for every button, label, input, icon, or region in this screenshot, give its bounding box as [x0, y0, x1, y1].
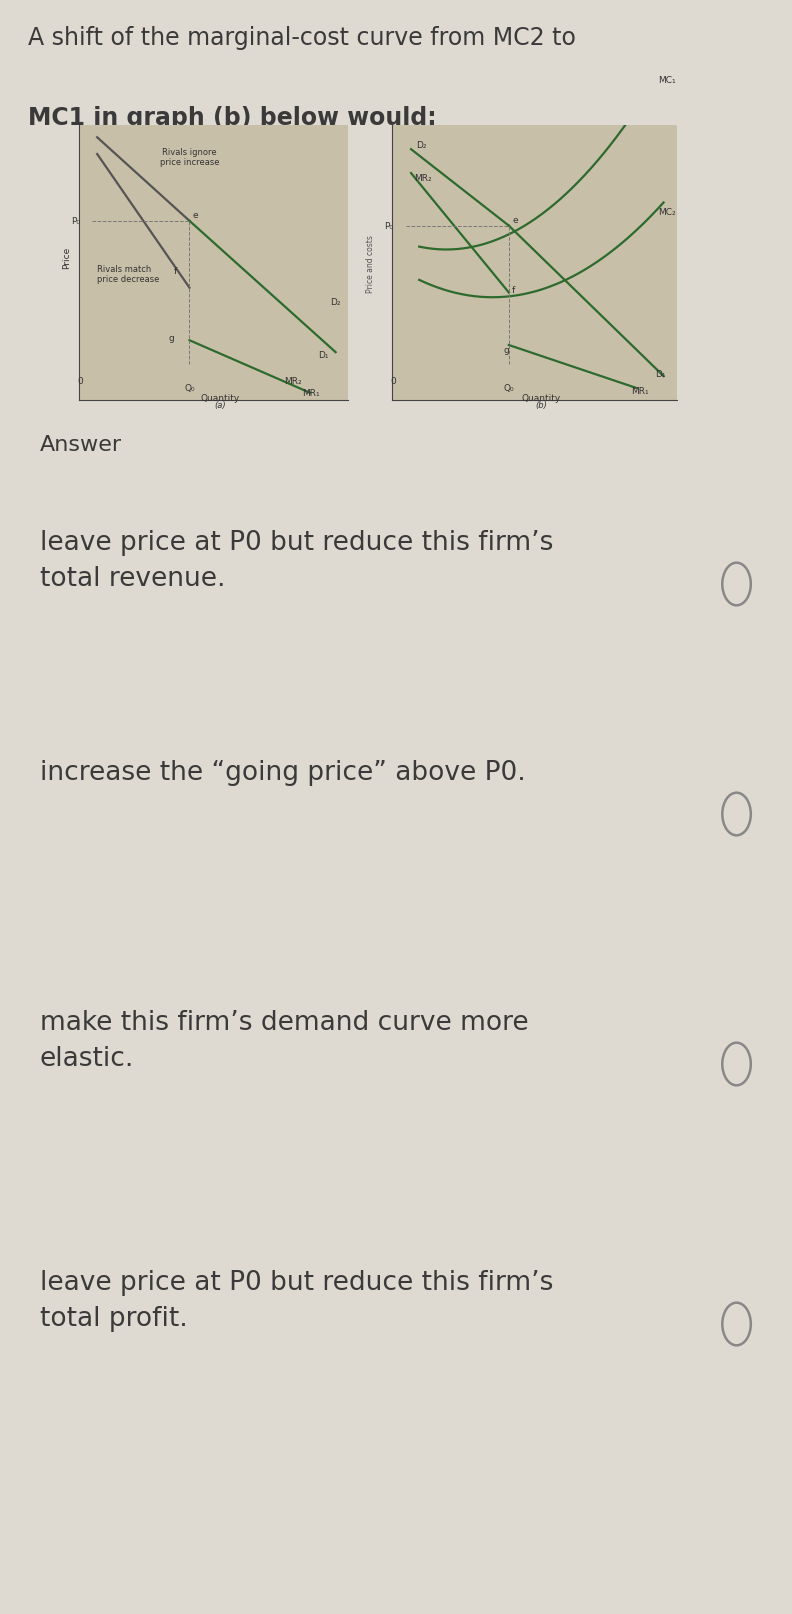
Text: Rivals match
price decrease: Rivals match price decrease	[97, 265, 159, 284]
Text: D₂: D₂	[330, 299, 341, 307]
Text: 0: 0	[390, 378, 396, 386]
Text: D₁: D₁	[656, 370, 666, 379]
Text: A shift of the marginal-cost curve from MC2 to: A shift of the marginal-cost curve from …	[28, 26, 576, 50]
Text: e: e	[513, 216, 519, 224]
Text: make this firm’s demand curve more
elastic.: make this firm’s demand curve more elast…	[40, 1009, 528, 1072]
Text: P₀: P₀	[71, 218, 81, 226]
Text: D₁: D₁	[318, 350, 328, 360]
Text: g: g	[169, 334, 175, 344]
Text: MR₂: MR₂	[284, 378, 302, 386]
Text: increase the “going price” above P0.: increase the “going price” above P0.	[40, 760, 525, 786]
Text: Price and costs: Price and costs	[366, 234, 375, 292]
Text: (a): (a)	[215, 400, 226, 410]
Text: leave price at P0 but reduce this firm’s
total revenue.: leave price at P0 but reduce this firm’s…	[40, 529, 553, 592]
Text: Rivals ignore
price increase: Rivals ignore price increase	[160, 148, 219, 168]
Text: P₀: P₀	[384, 223, 394, 231]
Text: f: f	[174, 268, 177, 276]
Text: MR₂: MR₂	[413, 174, 432, 182]
Text: g: g	[504, 345, 509, 355]
Text: MC₂: MC₂	[658, 208, 676, 216]
Text: leave price at P0 but reduce this firm’s
total profit.: leave price at P0 but reduce this firm’s…	[40, 1269, 553, 1332]
Text: D₂: D₂	[417, 140, 427, 150]
Text: MR₁: MR₁	[631, 386, 649, 395]
Text: (b): (b)	[535, 400, 547, 410]
Text: 0: 0	[78, 378, 83, 386]
Text: Answer: Answer	[40, 434, 122, 455]
Text: Q₀: Q₀	[185, 384, 195, 394]
Text: Quantity: Quantity	[522, 394, 561, 402]
Text: f: f	[512, 286, 515, 295]
Text: Quantity: Quantity	[200, 394, 240, 402]
Text: MR₁: MR₁	[303, 389, 320, 399]
Text: Q₀: Q₀	[504, 384, 514, 394]
Text: MC₁: MC₁	[658, 76, 676, 86]
Text: MC1 in graph (b) below would:: MC1 in graph (b) below would:	[28, 107, 436, 129]
Text: e: e	[192, 211, 198, 220]
Text: Price: Price	[62, 247, 70, 268]
